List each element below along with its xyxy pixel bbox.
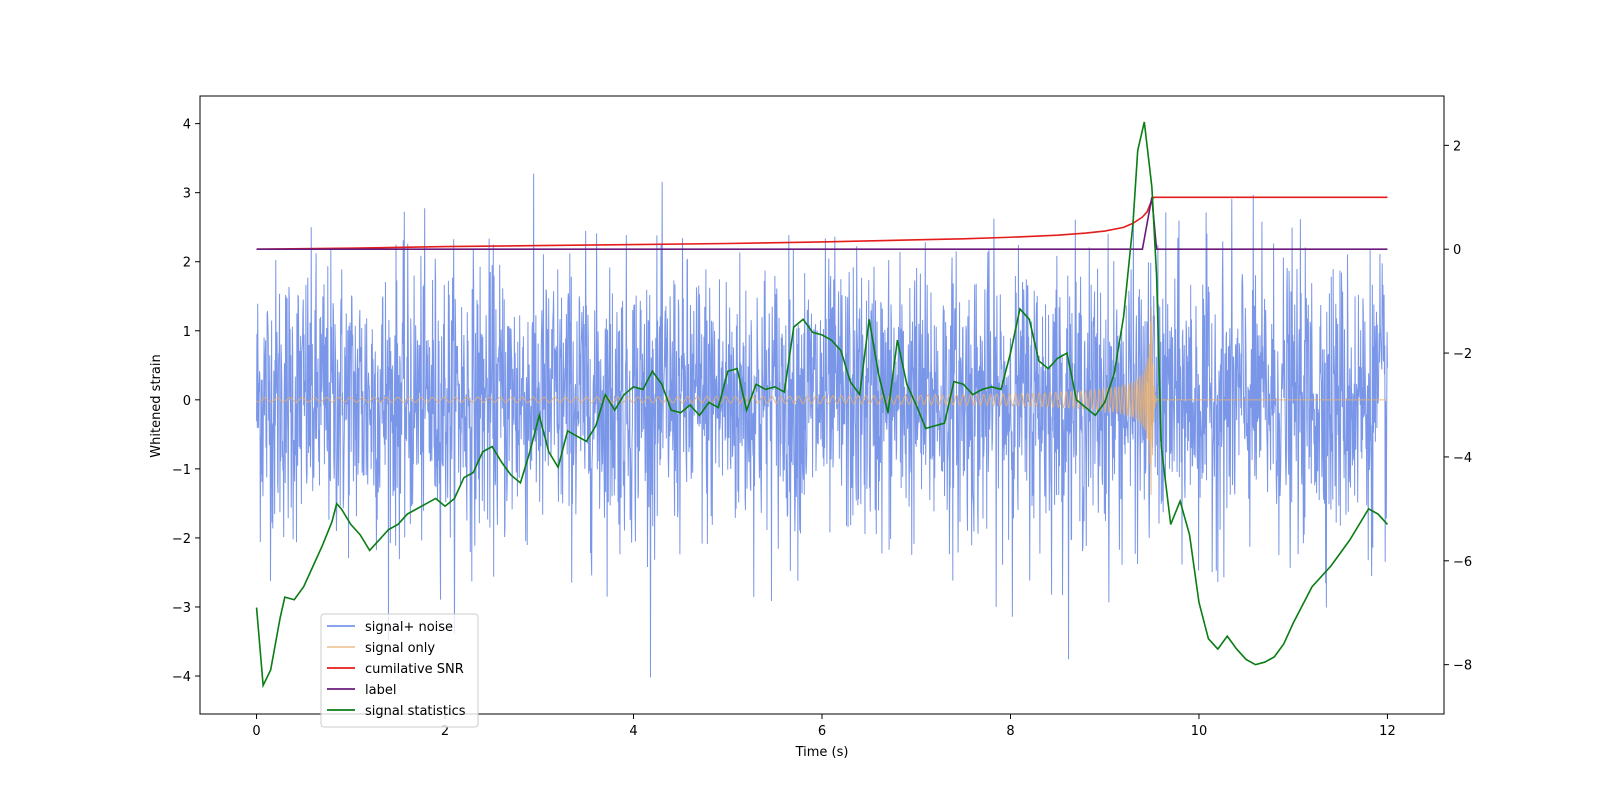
legend-entry-label: label [365, 683, 396, 698]
legend-entry-label: signal only [365, 641, 435, 656]
x-axis-title: Time (s) [795, 745, 849, 760]
legend-entry-label: cumilative SNR [365, 662, 464, 677]
series-signal-plus-noise [256, 173, 1388, 678]
plot-area [255, 121, 1389, 689]
series-signal-statistics [255, 121, 1389, 689]
x-tick-label: 8 [1006, 724, 1014, 739]
y-left-tick-label: 1 [183, 325, 191, 340]
y-right-tick-label: −8 [1453, 659, 1472, 674]
legend-entry-label: signal statistics [365, 704, 466, 719]
y-right-tick-label: −2 [1453, 347, 1472, 362]
y-left-tick-label: −2 [172, 532, 191, 547]
y-left-tick-label: 2 [183, 256, 191, 271]
series-cumulative-snr [256, 196, 1388, 250]
y-left-tick-label: −4 [172, 670, 191, 685]
series-signal-only [256, 306, 1388, 496]
y-left-tick-label: 4 [183, 118, 191, 133]
y-left-tick-label: 3 [183, 187, 191, 202]
y-right-tick-label: 2 [1453, 139, 1461, 154]
y-left-tick-label: 0 [183, 394, 191, 409]
y-left-tick-label: −1 [172, 463, 191, 478]
legend: signal+ noise signal only cumilative SNR la… [320, 613, 479, 728]
y-right-tick-label: 0 [1453, 243, 1461, 258]
y-axis-right: 2 0 −2 −4 −6 −8 [1444, 139, 1472, 674]
legend-box [320, 613, 479, 728]
y-axis-title: Whitened strain [149, 354, 164, 457]
x-tick-label: 6 [818, 724, 826, 739]
y-left-tick-label: −3 [172, 601, 191, 616]
y-axis-left: 4 3 2 1 0 −1 −2 −3 −4 [172, 118, 200, 685]
x-tick-label: 0 [252, 724, 260, 739]
x-tick-label: 4 [629, 724, 637, 739]
x-axis: 0 2 4 6 8 10 12 [252, 714, 1396, 739]
y-right-tick-label: −6 [1453, 555, 1472, 570]
x-tick-label: 2 [441, 724, 449, 739]
x-tick-label: 12 [1379, 724, 1396, 739]
x-tick-label: 10 [1191, 724, 1208, 739]
legend-entry-label: signal+ noise [365, 620, 453, 635]
y-right-tick-label: −4 [1453, 451, 1472, 466]
